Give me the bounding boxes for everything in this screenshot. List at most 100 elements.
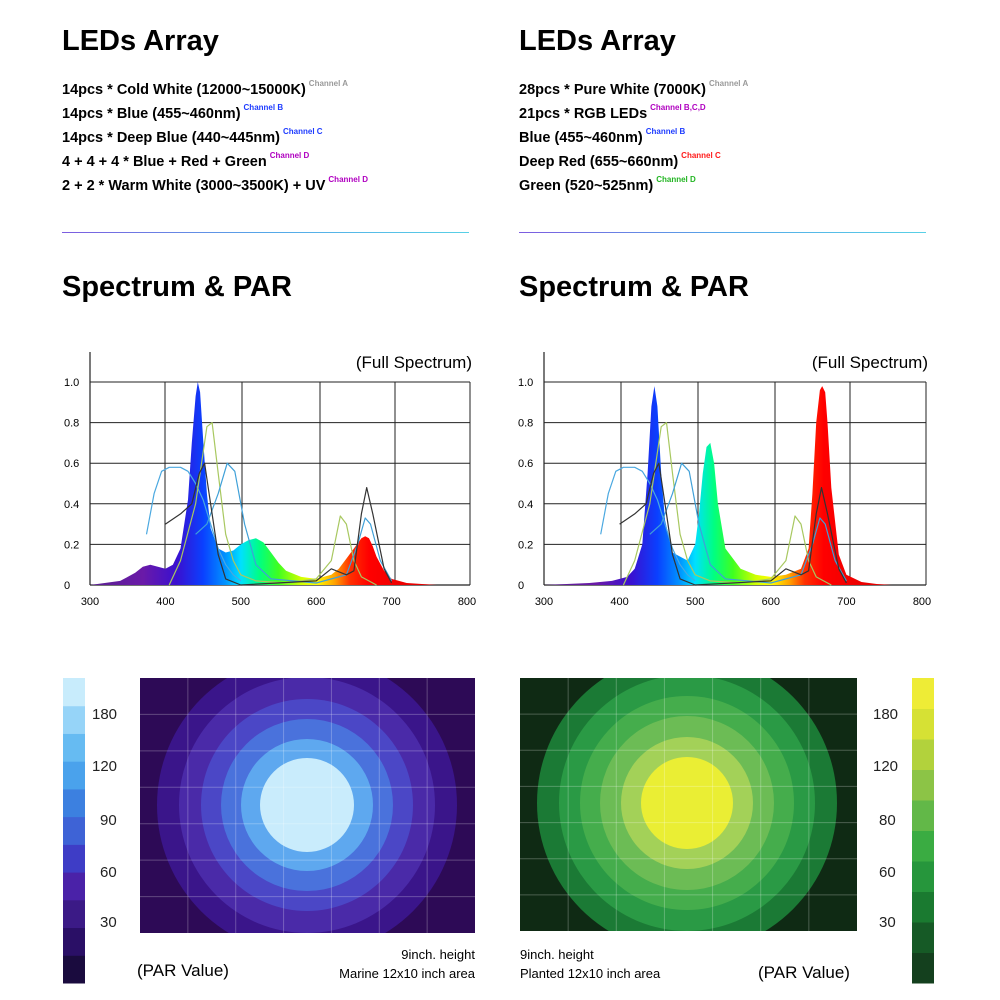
channel-tag: Channel A bbox=[308, 79, 349, 88]
reference-curve bbox=[622, 422, 832, 586]
par-legend-step bbox=[63, 761, 85, 790]
par-legend-step bbox=[912, 678, 934, 709]
par-value-label: (PAR Value) bbox=[758, 963, 850, 982]
par-legend-step bbox=[63, 899, 85, 929]
channel-tag: Channel B,C,D bbox=[650, 103, 706, 112]
channel-tag: Channel B bbox=[645, 127, 686, 136]
par-legend-step bbox=[63, 788, 85, 818]
spectrum-chart-marine: 0 0.2 0.4 0.6 0.8 1.0 300 400 500 600 700 800 (Full… bbox=[64, 352, 476, 608]
x-tick-label: 500 bbox=[686, 596, 704, 608]
par-legend-step bbox=[63, 705, 85, 734]
full-spectrum-label: (Full Spectrum) bbox=[812, 353, 928, 372]
overlay-curves bbox=[600, 422, 847, 586]
par-scale-label: 30 bbox=[100, 914, 117, 931]
channel-tag: Channel C bbox=[283, 127, 323, 136]
par-legend-step bbox=[912, 830, 934, 862]
y-tick-label: 0.2 bbox=[518, 539, 533, 551]
area-note: Marine 12x10 inch area bbox=[339, 966, 476, 981]
divider bbox=[62, 232, 469, 233]
overlay-curves bbox=[145, 422, 393, 586]
par-map-planted: 180 120 80 60 30 9inch. height Planted 1… bbox=[520, 678, 934, 984]
spectrum-area-fill bbox=[90, 382, 437, 585]
par-legend-step bbox=[912, 769, 934, 801]
channel-tag: Channel D bbox=[328, 175, 368, 184]
par-scale-label: 180 bbox=[873, 706, 898, 723]
par-legend-scale: 180 120 90 60 30 bbox=[92, 706, 117, 931]
channel-tag: Channel D bbox=[269, 151, 310, 160]
par-legend-step bbox=[63, 955, 85, 984]
height-note: 9inch. height bbox=[401, 947, 475, 962]
x-tick-label: 300 bbox=[81, 596, 99, 608]
height-note: 9inch. height bbox=[520, 947, 594, 962]
par-legend-step bbox=[63, 872, 85, 901]
leds-title: LEDs Array bbox=[62, 25, 219, 57]
x-tick-label: 400 bbox=[156, 596, 174, 608]
par-legend-step bbox=[63, 678, 85, 707]
par-legend-bar bbox=[912, 678, 934, 984]
par-map-marine: 180 120 90 60 30 9inch. height Marine 12… bbox=[63, 678, 476, 984]
x-tick-label: 600 bbox=[307, 596, 325, 608]
y-tick-label: 1.0 bbox=[64, 377, 79, 389]
par-value-label: (PAR Value) bbox=[137, 961, 229, 980]
x-tick-label: 300 bbox=[535, 596, 553, 608]
y-tick-label: 0.6 bbox=[518, 458, 533, 470]
par-legend-step bbox=[912, 800, 934, 831]
par-legend-step bbox=[63, 844, 85, 873]
reference-curve bbox=[145, 466, 242, 582]
led-line: Blue (455~460nm) Channel B bbox=[519, 127, 686, 146]
led-line: Deep Red (655~660nm) Channel C bbox=[519, 151, 721, 170]
y-tick-label: 1.0 bbox=[518, 377, 533, 389]
channel-tag: Channel B bbox=[243, 103, 284, 112]
x-tick-label: 700 bbox=[837, 596, 855, 608]
par-legend-scale: 180 120 80 60 30 bbox=[873, 706, 898, 931]
par-legend-step bbox=[912, 708, 934, 740]
par-scale-label: 90 bbox=[100, 812, 117, 829]
spectrum-chart-planted: 0 0.2 0.4 0.6 0.8 1.0 300 400 500 600 700 800 (Full… bbox=[518, 352, 931, 608]
par-legend-step bbox=[912, 739, 934, 770]
spectrum-area bbox=[90, 382, 437, 585]
x-tick-label: 600 bbox=[762, 596, 780, 608]
x-tick-label: 400 bbox=[610, 596, 628, 608]
led-line: 28pcs * Pure White (7000K) Channel A bbox=[519, 79, 749, 98]
par-scale-label: 180 bbox=[92, 706, 117, 723]
y-tick-label: 0 bbox=[518, 580, 524, 592]
y-tick-label: 0.8 bbox=[518, 418, 533, 430]
leds-title: LEDs Array bbox=[519, 25, 676, 57]
led-line: 2 + 2 * Warm White (3000~3500K) + UV Chan… bbox=[62, 175, 368, 194]
par-contour-ring bbox=[641, 757, 733, 849]
y-tick-label: 0.2 bbox=[64, 539, 79, 551]
channel-tag: Channel D bbox=[656, 175, 696, 184]
grid bbox=[543, 352, 927, 586]
spectrum-title: Spectrum & PAR bbox=[62, 271, 292, 303]
grid bbox=[89, 352, 471, 586]
y-tick-label: 0.8 bbox=[64, 418, 79, 430]
led-line: 14pcs * Blue (455~460nm) Channel B bbox=[62, 103, 284, 122]
led-line: 14pcs * Deep Blue (440~445nm) Channel C bbox=[62, 127, 323, 146]
axis-ticks: 0 0.2 0.4 0.6 0.8 1.0 300 400 500 600 700 800 bbox=[518, 377, 931, 608]
led-line: 4 + 4 + 4 * Blue + Red + Green Channel D bbox=[62, 151, 310, 170]
divider bbox=[519, 232, 926, 233]
spectrum-area-fill bbox=[544, 386, 892, 585]
par-heatmap bbox=[140, 678, 475, 933]
reference-curve bbox=[165, 462, 393, 586]
area-note: Planted 12x10 inch area bbox=[520, 966, 661, 981]
par-legend-step bbox=[912, 861, 934, 892]
reference-curve bbox=[600, 466, 696, 582]
x-tick-label: 800 bbox=[913, 596, 931, 608]
y-tick-label: 0.4 bbox=[518, 499, 533, 511]
led-line: Green (520~525nm) Channel D bbox=[519, 175, 696, 194]
spectrum-title: Spectrum & PAR bbox=[519, 271, 749, 303]
spectrum-area bbox=[544, 386, 892, 585]
reference-curve bbox=[168, 422, 377, 586]
par-contour-ring bbox=[260, 758, 354, 852]
par-scale-label: 120 bbox=[92, 758, 117, 775]
par-heatmap bbox=[520, 678, 857, 931]
channel-tag: Channel C bbox=[681, 151, 721, 160]
par-scale-label: 60 bbox=[879, 864, 896, 881]
led-line: 21pcs * RGB LEDs Channel B,C,D bbox=[519, 103, 706, 122]
par-legend-step bbox=[912, 891, 934, 923]
y-tick-label: 0.6 bbox=[64, 458, 79, 470]
par-scale-label: 80 bbox=[879, 812, 896, 829]
led-line: 14pcs * Cold White (12000~15000K) Channel… bbox=[62, 79, 349, 98]
par-scale-label: 60 bbox=[100, 864, 117, 881]
